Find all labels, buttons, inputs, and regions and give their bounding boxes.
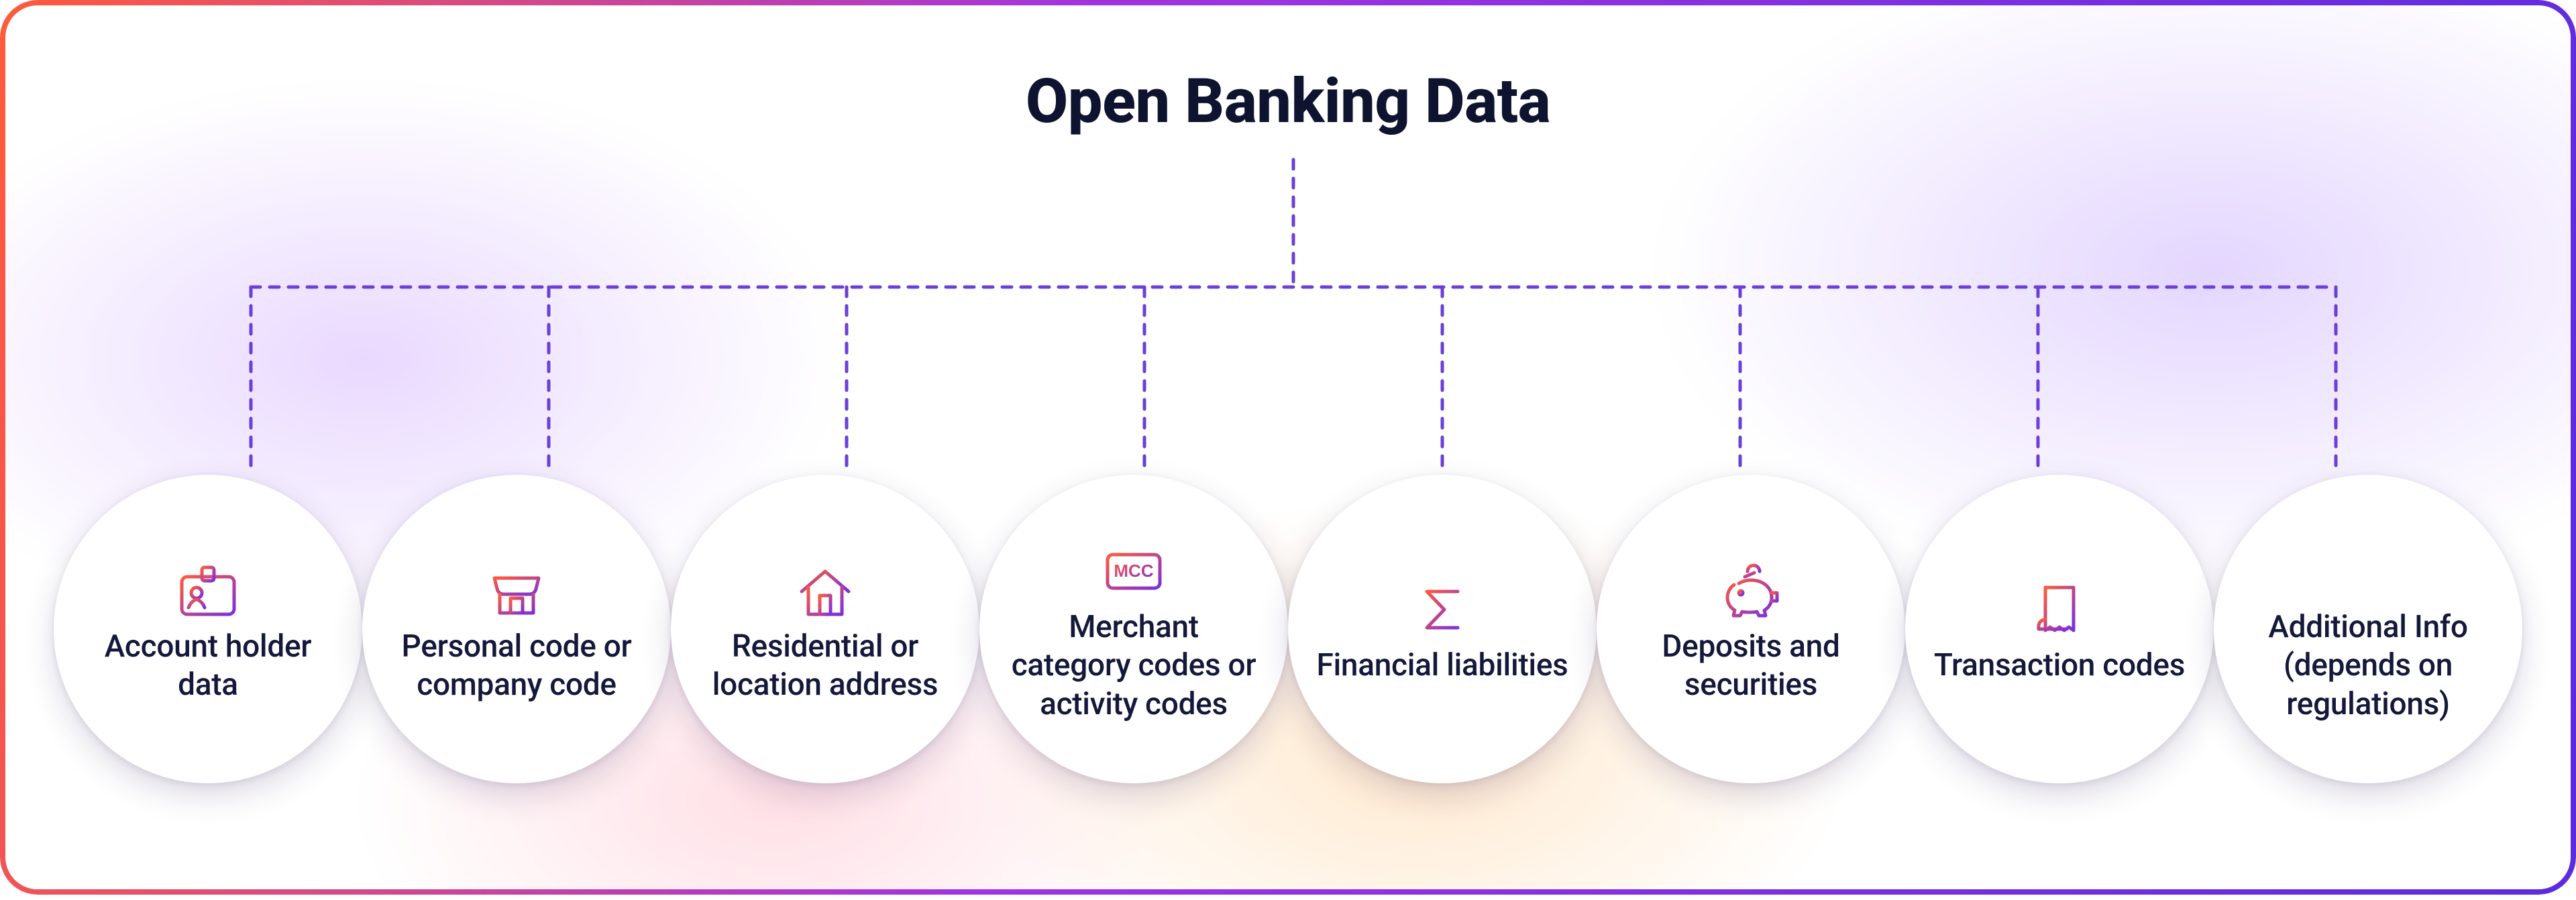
diagram-title: Open Banking Data [5,66,2571,137]
piggy-icon [1714,554,1788,628]
diagram-frame: Open Banking Data [0,0,2576,895]
svg-text:MCC: MCC [1114,561,1153,581]
plus-icon [2331,535,2405,608]
node-deposits: Deposits and securities [1597,475,1905,783]
id-badge-icon [171,554,245,628]
node-mcc: MCC Merchant category codes or activity … [979,475,1288,783]
node-transaction-codes: Transaction codes [1905,475,2214,783]
mcc-icon: MCC [1097,535,1171,608]
node-label: Deposits and securities [1625,628,1877,705]
node-residential: Residential or location address [671,475,979,783]
receipt-icon [2023,573,2096,646]
node-label: Personal code or company code [390,628,643,705]
nodes-row: Account holder data Personal c [5,475,2571,783]
node-personal-code: Personal code or company code [362,475,671,783]
storefront-icon [480,554,553,628]
sigma-icon [1405,573,1479,646]
node-label: Additional Info (depends on regulations) [2242,608,2494,724]
node-label: Residential or location address [699,628,951,705]
node-label: Merchant category codes or activity code… [1008,608,1260,724]
node-label: Transaction codes [1934,646,2185,685]
node-liabilities: Financial liabilities [1288,475,1597,783]
node-additional: Additional Info (depends on regulations) [2214,475,2522,783]
node-label: Financial liabilities [1316,646,1568,685]
house-icon [788,554,862,628]
node-account-holder: Account holder data [54,475,362,783]
node-label: Account holder data [82,628,334,705]
